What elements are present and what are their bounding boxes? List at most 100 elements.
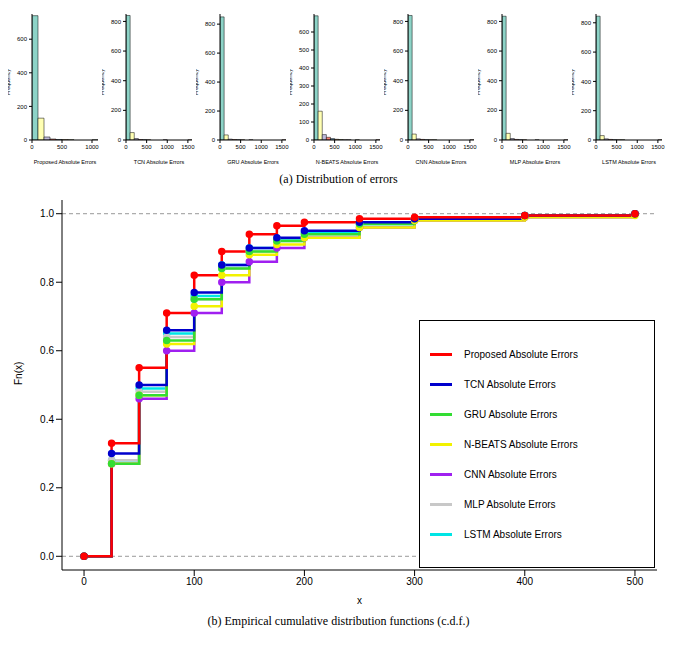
svg-text:1000: 1000 [349,144,363,150]
svg-text:0: 0 [24,137,28,143]
svg-text:0.6: 0.6 [40,345,54,356]
svg-text:200: 200 [17,104,28,110]
svg-text:400: 400 [581,79,592,85]
svg-text:CNN Absolute Errors: CNN Absolute Errors [415,159,466,165]
svg-text:400: 400 [393,78,404,84]
svg-text:500: 500 [518,144,529,150]
svg-text:100: 100 [186,576,203,587]
svg-text:600: 600 [205,50,216,56]
svg-text:1500: 1500 [369,144,383,150]
svg-text:1500: 1500 [651,144,665,150]
svg-text:500: 500 [627,576,644,587]
svg-text:0: 0 [306,137,310,143]
svg-text:800: 800 [111,19,122,25]
svg-text:1.0: 1.0 [40,208,54,219]
svg-text:0: 0 [218,144,222,150]
svg-text:0: 0 [124,144,128,150]
svg-text:1000: 1000 [443,144,457,150]
html-text:CNN Absolute Errors: CNN Absolute Errors [464,468,557,480]
html-text:MLP Absolute Errors: MLP Absolute Errors [464,498,556,510]
svg-text:500: 500 [236,144,247,150]
svg-text:300: 300 [406,576,423,587]
svg-text:600: 600 [393,48,404,54]
svg-text:1500: 1500 [181,144,195,150]
svg-text:MLP Absolute Errors: MLP Absolute Errors [510,159,561,165]
svg-text:Frequency: Frequency [290,69,293,95]
svg-text:200: 200 [111,107,122,113]
svg-text:600: 600 [17,36,28,42]
svg-text:TCN Absolute Errors: TCN Absolute Errors [134,159,185,165]
svg-text:800: 800 [487,19,498,25]
svg-text:400: 400 [111,78,122,84]
svg-text:1000: 1000 [537,144,551,150]
svg-text:Proposed Absolute Errors: Proposed Absolute Errors [34,159,97,165]
svg-text:Frequency: Frequency [478,69,481,95]
svg-text:0.4: 0.4 [40,414,54,425]
svg-text:0: 0 [212,137,216,143]
svg-text:1000: 1000 [255,144,269,150]
svg-text:0: 0 [594,144,598,150]
svg-text:0: 0 [588,137,592,143]
svg-text:400: 400 [299,65,310,71]
svg-text:500: 500 [142,144,153,150]
svg-text:0: 0 [81,576,87,587]
svg-text:LSTM Absolute Errors: LSTM Absolute Errors [602,159,656,165]
svg-text:GRU Absolute Errors: GRU Absolute Errors [227,159,279,165]
html-text:(b) Empirical cumulative distr: (b) Empirical cumulative distribution fu… [207,614,470,628]
svg-text:600: 600 [581,49,592,55]
svg-text:200: 200 [581,108,592,114]
svg-text:600: 600 [299,29,310,35]
svg-text:0: 0 [500,144,504,150]
html-text:(a) Distribution of errors: (a) Distribution of errors [279,172,398,186]
svg-text:200: 200 [393,107,404,113]
svg-text:200: 200 [205,108,216,114]
svg-text:500: 500 [330,144,341,150]
svg-text:800: 800 [205,21,216,27]
svg-text:0: 0 [118,137,122,143]
svg-text:Frequency: Frequency [196,69,199,95]
html-text:GRU Absolute Errors: GRU Absolute Errors [464,408,558,420]
svg-text:0.0: 0.0 [40,551,54,562]
svg-text:800: 800 [581,20,592,26]
svg-text:x: x [357,595,362,606]
svg-text:0: 0 [312,144,316,150]
svg-text:100: 100 [299,119,310,125]
svg-text:800: 800 [393,19,404,25]
html-text:TCN Absolute Errors: TCN Absolute Errors [464,378,556,390]
svg-text:0: 0 [406,144,410,150]
svg-text:500: 500 [57,144,68,150]
svg-text:Frequency: Frequency [572,69,575,95]
svg-text:Fn(x): Fn(x) [13,362,24,385]
svg-text:1000: 1000 [85,144,99,150]
svg-text:1500: 1500 [275,144,289,150]
svg-text:1500: 1500 [557,144,571,150]
svg-text:N-BEATS Absolute Errors: N-BEATS Absolute Errors [316,159,379,165]
svg-text:Frequency: Frequency [384,69,387,95]
svg-text:200: 200 [487,107,498,113]
svg-text:600: 600 [487,48,498,54]
svg-text:500: 500 [299,47,310,53]
svg-text:200: 200 [296,576,313,587]
svg-text:400: 400 [516,576,533,587]
svg-text:400: 400 [17,70,28,76]
svg-text:1500: 1500 [463,144,477,150]
svg-text:1000: 1000 [161,144,175,150]
svg-text:500: 500 [612,144,623,150]
svg-text:0.2: 0.2 [40,482,54,493]
svg-text:600: 600 [111,48,122,54]
html-text:Proposed Absolute Errors: Proposed Absolute Errors [464,348,578,360]
html-text:N-BEATS Absolute Errors: N-BEATS Absolute Errors [464,438,578,450]
svg-text:Frequency: Frequency [102,69,105,95]
html-text:LSTM Absolute Errors: LSTM Absolute Errors [464,528,562,540]
svg-text:400: 400 [205,79,216,85]
svg-text:0: 0 [30,144,34,150]
svg-text:0.8: 0.8 [40,277,54,288]
svg-text:0: 0 [494,137,498,143]
svg-text:500: 500 [424,144,435,150]
svg-text:0: 0 [400,137,404,143]
svg-text:400: 400 [487,78,498,84]
svg-text:Frequency: Frequency [8,69,11,95]
svg-text:200: 200 [299,101,310,107]
svg-text:1000: 1000 [631,144,645,150]
svg-text:300: 300 [299,83,310,89]
